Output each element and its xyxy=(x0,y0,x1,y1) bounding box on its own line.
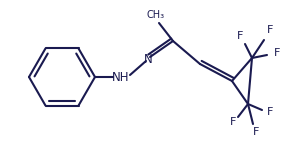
Text: F: F xyxy=(267,107,273,117)
Text: F: F xyxy=(237,31,243,41)
Text: F: F xyxy=(274,48,280,58)
Text: F: F xyxy=(267,25,273,35)
Text: F: F xyxy=(230,117,236,127)
Text: CH₃: CH₃ xyxy=(147,10,165,20)
Text: NH: NH xyxy=(112,71,130,83)
Text: N: N xyxy=(144,53,152,65)
Text: F: F xyxy=(253,127,259,137)
